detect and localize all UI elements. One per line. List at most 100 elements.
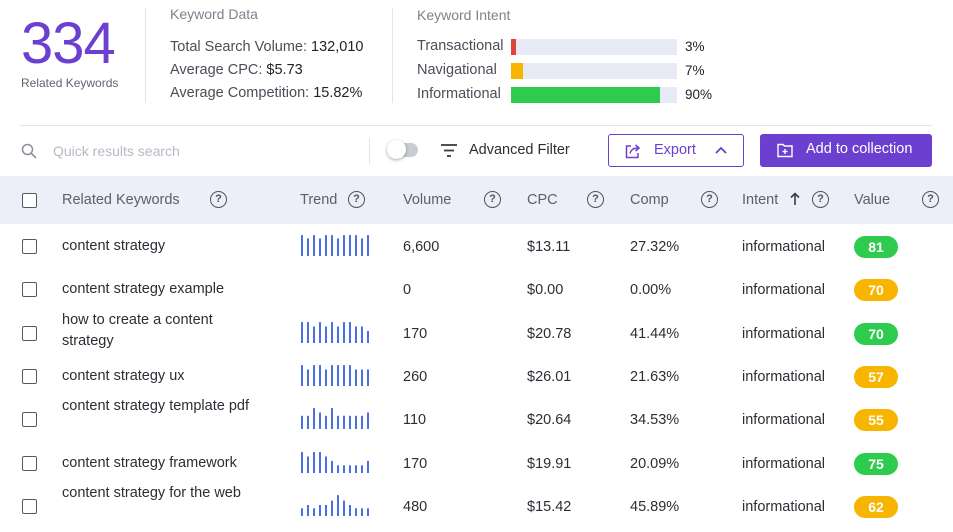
quick-search-input[interactable]: [53, 139, 353, 163]
trend-bar: [319, 322, 321, 343]
column-header-intent[interactable]: Intent: [742, 192, 779, 208]
row-checkbox[interactable]: [22, 499, 37, 514]
trend-bar: [331, 365, 333, 386]
keyword-cell[interactable]: content strategy framework: [62, 455, 237, 471]
trend-bar: [313, 408, 315, 429]
row-checkbox[interactable]: [22, 282, 37, 297]
trend-bar: [313, 508, 315, 516]
trend-bar: [307, 456, 309, 473]
keyword-cell[interactable]: how to create a content strategy: [62, 312, 213, 349]
table-row[interactable]: content strategy for the web 480 $15.42 45.…: [0, 485, 953, 528]
cpc-cell: $20.64: [527, 412, 572, 428]
table-row[interactable]: content strategy template pdf 110 $20.64 34…: [0, 398, 953, 441]
help-icon[interactable]: ?: [922, 191, 939, 208]
summary-panel: 334 Related Keywords Keyword Data Total …: [0, 0, 953, 124]
value-badge: 55: [854, 409, 898, 431]
help-icon[interactable]: ?: [812, 191, 829, 208]
trend-bar: [337, 326, 339, 343]
add-folder-icon: [777, 143, 793, 158]
help-icon[interactable]: ?: [210, 191, 227, 208]
intent-bar-fill: [511, 63, 523, 79]
trend-bar: [349, 415, 351, 429]
toggle-knob: [387, 140, 406, 159]
trend-bar: [349, 365, 351, 386]
column-header-keyword[interactable]: Related Keywords: [62, 192, 180, 208]
intent-cell: informational: [742, 326, 826, 342]
table-row[interactable]: how to create a content strategy 170 $20.7…: [0, 312, 953, 355]
trend-bar: [307, 415, 309, 429]
cpc-cell: $20.78: [527, 326, 572, 342]
table-row[interactable]: content strategy framework 170 $19.91 20.09…: [0, 442, 953, 485]
column-header-volume[interactable]: Volume: [403, 192, 452, 208]
chevron-up-icon: [715, 146, 727, 154]
filter-icon[interactable]: [441, 144, 457, 157]
trend-bar: [343, 500, 345, 516]
help-icon[interactable]: ?: [701, 191, 718, 208]
trend-bar: [331, 500, 333, 516]
row-checkbox[interactable]: [22, 326, 37, 341]
keyword-cell[interactable]: content strategy: [62, 238, 166, 254]
table-row[interactable]: content strategy example 0 $0.00 0.00% infor…: [0, 268, 953, 311]
related-keywords-label: Related Keywords: [21, 76, 119, 90]
intent-row-transactional: Transactional 3%: [417, 38, 737, 56]
add-to-collection-button[interactable]: Add to collection: [760, 134, 932, 167]
export-button[interactable]: Export: [608, 134, 744, 167]
trend-bar: [301, 415, 303, 429]
trend-bar: [301, 508, 303, 516]
trend-bar: [325, 326, 327, 343]
value-badge: 75: [854, 453, 898, 475]
help-icon[interactable]: ?: [587, 191, 604, 208]
filter-toggle[interactable]: [387, 140, 418, 159]
trend-bar: [343, 322, 345, 343]
column-header-value[interactable]: Value: [854, 192, 891, 208]
trend-bar: [361, 326, 363, 343]
trend-bar: [313, 365, 315, 386]
table-row[interactable]: content strategy 6,600 $13.11 27.32% informa…: [0, 225, 953, 268]
row-checkbox[interactable]: [22, 239, 37, 254]
trend-bar: [319, 365, 321, 386]
keyword-cell[interactable]: content strategy for the web: [62, 485, 241, 501]
cpc-cell: $19.91: [527, 456, 572, 472]
trend-bar: [331, 322, 333, 343]
trend-bar: [349, 505, 351, 516]
volume-cell: 480: [403, 499, 428, 515]
intent-bar-track: [511, 87, 677, 103]
help-icon[interactable]: ?: [348, 191, 365, 208]
value-badge: 70: [854, 323, 898, 345]
column-header-cpc[interactable]: CPC: [527, 192, 558, 208]
intent-row-navigational: Navigational 7%: [417, 62, 737, 80]
trend-bar: [325, 456, 327, 473]
trend-sparkline: [301, 235, 369, 256]
column-header-comp[interactable]: Comp: [630, 192, 669, 208]
comp-cell: 0.00%: [630, 282, 672, 298]
row-checkbox[interactable]: [22, 412, 37, 427]
advanced-filter-button[interactable]: Advanced Filter: [469, 142, 570, 158]
average-competition-value: 15.82%: [313, 85, 363, 101]
trend-bar: [361, 369, 363, 386]
intent-bar-track: [511, 63, 677, 79]
trend-bar: [361, 465, 363, 473]
help-icon[interactable]: ?: [484, 191, 501, 208]
keyword-cell[interactable]: content strategy ux: [62, 368, 185, 384]
volume-cell: 170: [403, 456, 428, 472]
column-header-trend[interactable]: Trend: [300, 192, 338, 208]
intent-cell: informational: [742, 239, 826, 255]
trend-bar: [325, 235, 327, 256]
trend-bar: [301, 322, 303, 343]
export-label: Export: [654, 142, 696, 158]
table-row[interactable]: content strategy ux 260 $26.01 21.63% inform…: [0, 355, 953, 398]
select-all-checkbox[interactable]: [22, 193, 37, 208]
keyword-cell[interactable]: content strategy example: [62, 281, 225, 297]
keyword-cell[interactable]: content strategy template pdf: [62, 398, 249, 414]
trend-bar: [361, 415, 363, 429]
search-icon: [21, 143, 37, 159]
trend-bar: [331, 460, 333, 473]
comp-cell: 20.09%: [630, 456, 680, 472]
intent-percent: 90%: [685, 87, 713, 102]
related-keywords-count: 334: [21, 11, 116, 76]
sort-ascending-icon[interactable]: [790, 192, 800, 206]
volume-cell: 6,600: [403, 239, 440, 255]
row-checkbox[interactable]: [22, 369, 37, 384]
row-checkbox[interactable]: [22, 456, 37, 471]
intent-cell: informational: [742, 456, 826, 472]
